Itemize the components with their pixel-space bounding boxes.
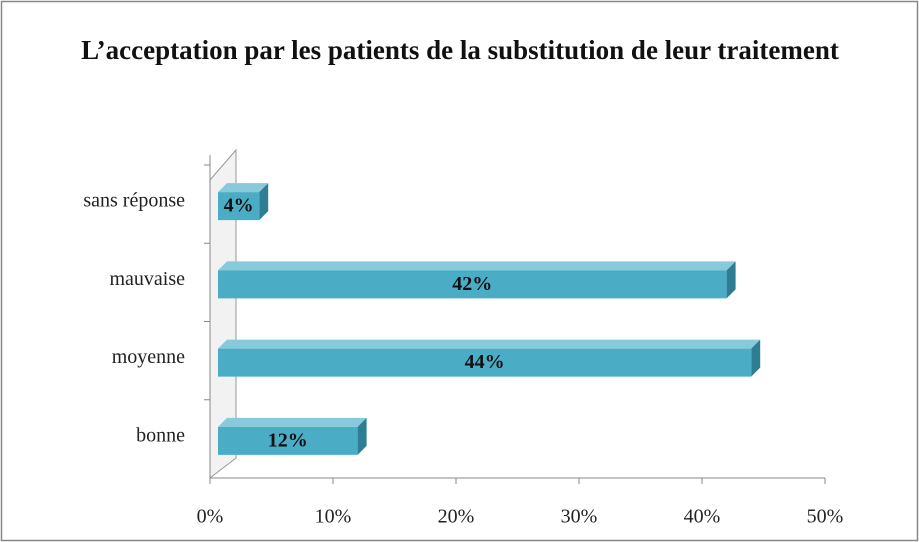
x-tick-label: 0% — [197, 506, 224, 528]
bar — [218, 192, 260, 221]
bar — [218, 426, 358, 455]
x-tick-label: 30% — [561, 506, 598, 528]
bar — [218, 348, 752, 377]
y-tick-label: mauvaise — [109, 268, 185, 290]
bar-side — [751, 339, 761, 377]
bar-side — [726, 261, 736, 299]
bar-side — [357, 417, 367, 455]
data-label: 42% — [452, 273, 492, 295]
chart-title: L’acceptation par les patients de la sub… — [81, 35, 839, 65]
bar — [218, 270, 727, 299]
bar-side — [259, 183, 269, 221]
bar-top — [218, 417, 367, 427]
bar-top — [218, 183, 269, 193]
y-tick-label: sans réponse — [83, 190, 185, 212]
bar-top — [218, 261, 736, 271]
data-label: 44% — [465, 351, 505, 373]
x-tick-label: 10% — [315, 506, 352, 528]
x-tick-label: 40% — [684, 506, 721, 528]
data-label: 4% — [224, 195, 254, 217]
y-tick-label: moyenne — [112, 346, 185, 368]
x-tick-label: 50% — [807, 506, 844, 528]
y-tick-label: bonne — [136, 424, 185, 446]
x-tick-label: 20% — [438, 506, 475, 528]
data-label: 12% — [268, 429, 308, 451]
bar-top — [218, 339, 761, 349]
